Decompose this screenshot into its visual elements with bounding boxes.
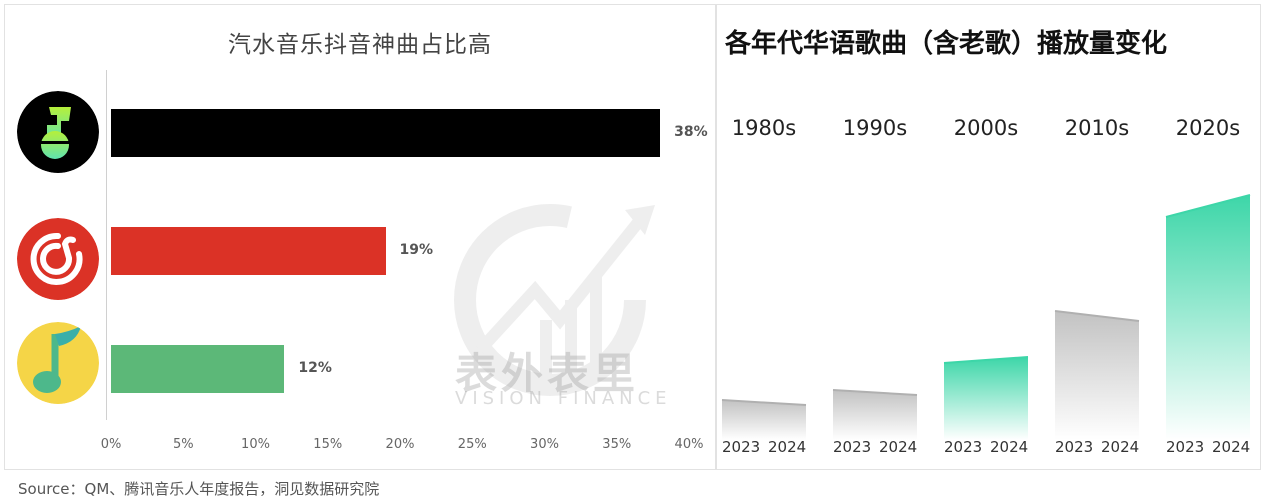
decade-area-2000s — [944, 357, 1028, 440]
decade-area-2010s — [1055, 311, 1139, 440]
year-label: 2023 — [944, 438, 983, 456]
decade-area-2020s — [1166, 195, 1250, 440]
decade-label: 2010s — [1064, 116, 1130, 140]
bar-0 — [111, 109, 661, 157]
left-chart-title: 汽水音乐抖音神曲占比高 — [228, 32, 492, 58]
bar-1 — [111, 227, 386, 275]
year-label: 2024 — [879, 438, 918, 456]
decade-label: 2000s — [953, 116, 1019, 140]
right-chart-title: 各年代华语歌曲（含老歌）播放量变化 — [725, 29, 1168, 59]
decade-label: 1980s — [731, 116, 797, 140]
watermark-text-cn: 表外表里 — [455, 349, 640, 398]
decade-area-1990s — [833, 390, 917, 440]
decade-label: 1990s — [842, 116, 908, 140]
year-label: 2024 — [1212, 438, 1251, 456]
bar-value-label: 19% — [399, 242, 434, 258]
year-label: 2023 — [1166, 438, 1205, 456]
x-axis-tick: 10% — [241, 437, 270, 452]
year-label: 2024 — [990, 438, 1029, 456]
x-axis-tick: 35% — [602, 437, 632, 452]
bar-2 — [111, 345, 285, 393]
watermark-logo-icon — [454, 204, 655, 396]
x-axis-tick: 25% — [457, 437, 487, 452]
x-axis-tick: 40% — [674, 437, 704, 452]
qq-music-logo-icon — [17, 322, 99, 404]
year-label: 2023 — [1055, 438, 1094, 456]
bar-value-label: 12% — [298, 360, 332, 376]
year-label: 2023 — [722, 438, 761, 456]
playcount-area-chart — [721, 194, 1251, 440]
x-axis-tick: 20% — [385, 437, 415, 452]
y-axis-line — [106, 70, 107, 420]
year-label: 2024 — [768, 438, 807, 456]
decade-label: 2020s — [1175, 116, 1241, 140]
x-axis-tick: 30% — [530, 437, 559, 452]
qishui-music-logo-icon — [17, 91, 99, 173]
netease-music-logo-icon — [17, 218, 99, 300]
decade-area-1980s — [722, 400, 806, 440]
year-label: 2024 — [1101, 438, 1140, 456]
bar-value-label: 38% — [674, 124, 708, 140]
x-axis-tick: 15% — [313, 437, 343, 452]
watermark-text-en: VISION FINANCE — [455, 388, 672, 409]
x-axis-tick: 0% — [100, 437, 122, 452]
source-note: Source：QM、腾讯音乐人年度报告，洞见数据研究院 — [18, 480, 380, 498]
x-axis-tick: 5% — [172, 437, 194, 452]
year-label: 2023 — [833, 438, 872, 456]
